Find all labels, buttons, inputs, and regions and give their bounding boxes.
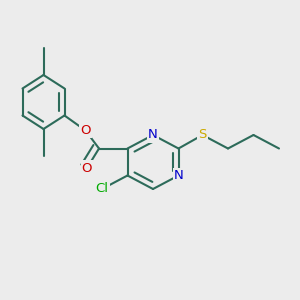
Text: O: O (82, 161, 92, 175)
Text: N: N (174, 169, 183, 182)
Text: Cl: Cl (95, 182, 109, 196)
Text: O: O (80, 124, 91, 137)
Text: S: S (198, 128, 207, 142)
Text: N: N (148, 128, 158, 142)
